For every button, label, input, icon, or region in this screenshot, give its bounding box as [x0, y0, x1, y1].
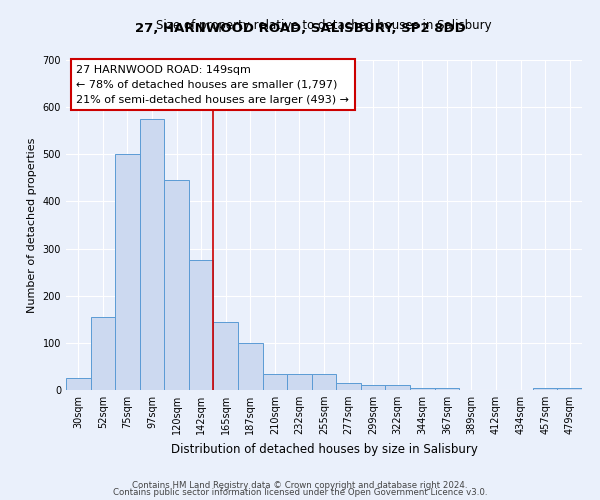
Bar — [557, 388, 582, 390]
Bar — [336, 383, 361, 390]
Bar — [312, 374, 336, 390]
Bar — [361, 386, 385, 390]
Title: Size of property relative to detached houses in Salisbury: Size of property relative to detached ho… — [156, 20, 492, 32]
X-axis label: Distribution of detached houses by size in Salisbury: Distribution of detached houses by size … — [170, 442, 478, 456]
Text: 27, HARNWOOD ROAD, SALISBURY, SP2 8DD: 27, HARNWOOD ROAD, SALISBURY, SP2 8DD — [134, 22, 466, 36]
Bar — [66, 378, 91, 390]
Bar — [164, 180, 189, 390]
Bar — [140, 119, 164, 390]
Y-axis label: Number of detached properties: Number of detached properties — [27, 138, 37, 312]
Bar — [189, 260, 214, 390]
Bar — [115, 154, 140, 390]
Bar — [385, 386, 410, 390]
Bar — [287, 374, 312, 390]
Text: 27 HARNWOOD ROAD: 149sqm
← 78% of detached houses are smaller (1,797)
21% of sem: 27 HARNWOOD ROAD: 149sqm ← 78% of detach… — [76, 65, 349, 104]
Bar — [91, 317, 115, 390]
Bar — [434, 388, 459, 390]
Bar — [214, 322, 238, 390]
Text: Contains public sector information licensed under the Open Government Licence v3: Contains public sector information licen… — [113, 488, 487, 497]
Bar — [238, 343, 263, 390]
Bar — [410, 388, 434, 390]
Text: Contains HM Land Registry data © Crown copyright and database right 2024.: Contains HM Land Registry data © Crown c… — [132, 480, 468, 490]
Bar — [533, 388, 557, 390]
Bar — [263, 374, 287, 390]
